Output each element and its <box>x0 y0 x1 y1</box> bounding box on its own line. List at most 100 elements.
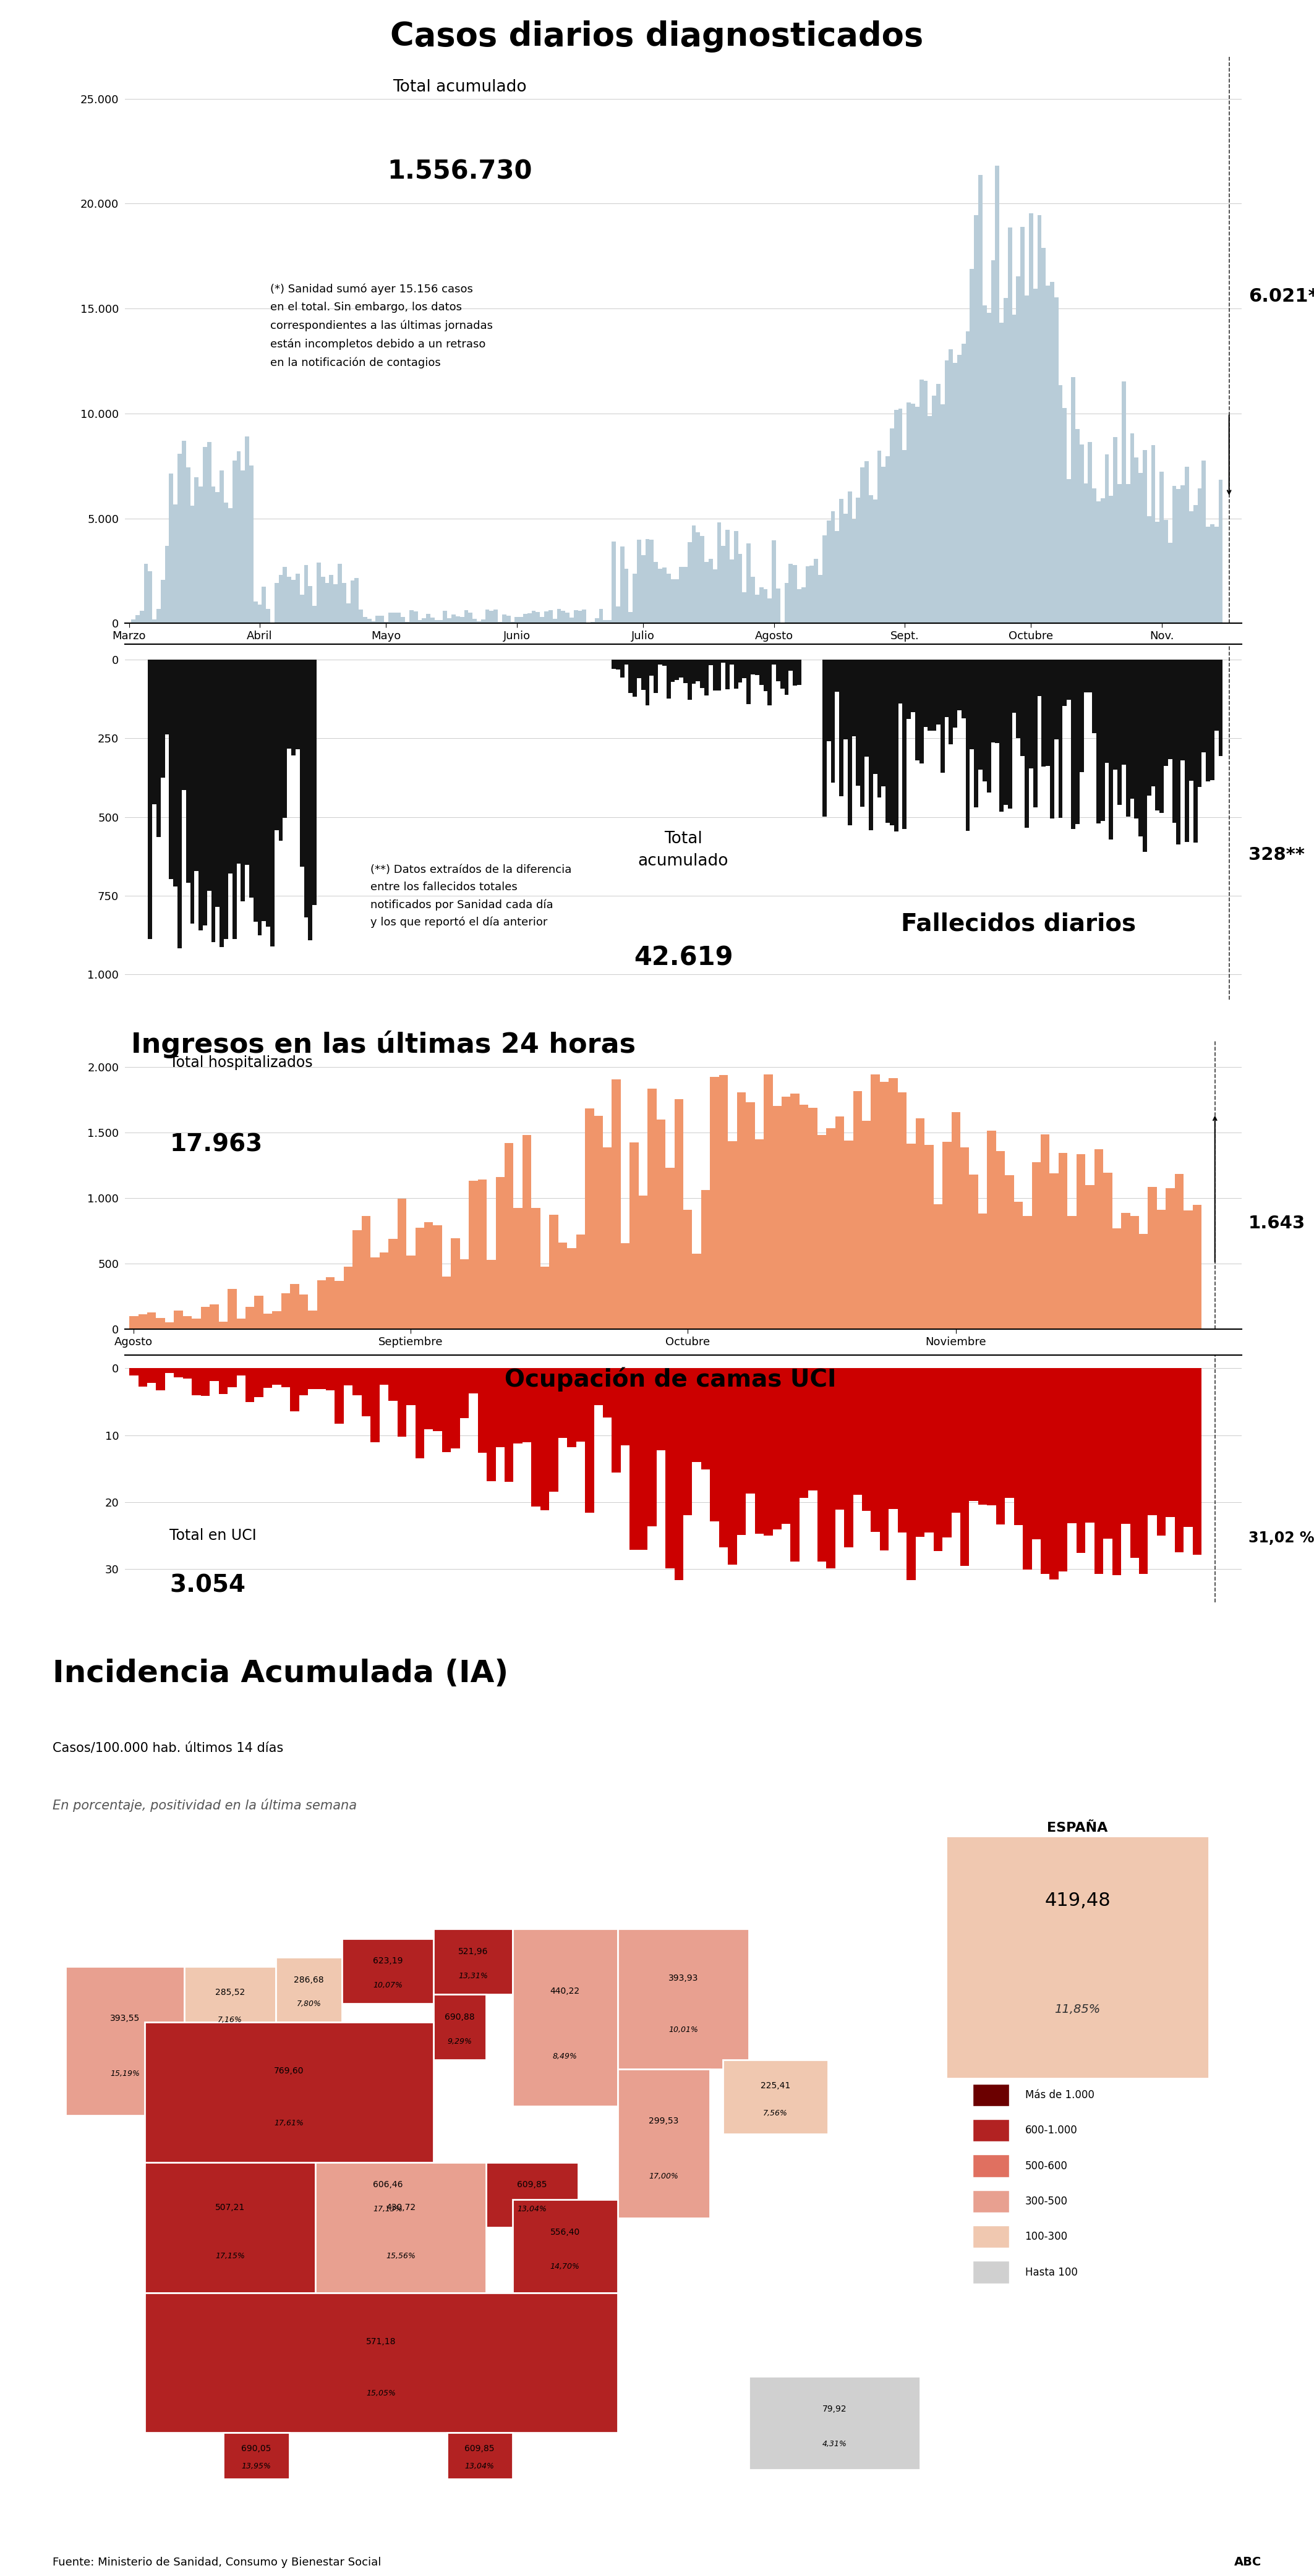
Text: 17,15%: 17,15% <box>215 2251 244 2259</box>
Bar <box>1147 515 1151 623</box>
Bar <box>987 1131 996 1329</box>
Bar <box>1193 505 1197 623</box>
Bar <box>708 559 712 623</box>
Bar <box>1130 1368 1139 1558</box>
Bar <box>970 659 974 750</box>
Bar <box>1104 1368 1112 1538</box>
Text: 328**: 328** <box>1248 848 1305 863</box>
Bar <box>880 1368 888 1551</box>
FancyBboxPatch shape <box>66 1965 184 2115</box>
Bar <box>827 1368 836 1569</box>
Bar <box>1046 286 1050 623</box>
Bar <box>754 1139 763 1329</box>
Bar <box>1063 407 1067 623</box>
Bar <box>782 1097 791 1329</box>
Bar <box>152 618 156 623</box>
Bar <box>181 659 187 791</box>
Bar <box>1105 453 1109 623</box>
Text: ABC: ABC <box>1234 2555 1261 2568</box>
Bar <box>164 659 170 734</box>
Bar <box>439 621 443 623</box>
Bar <box>258 659 261 935</box>
Bar <box>679 567 683 623</box>
Bar <box>410 611 414 623</box>
Text: 7,56%: 7,56% <box>763 2110 787 2117</box>
Bar <box>443 611 447 623</box>
Bar <box>974 659 979 806</box>
Bar <box>246 1368 255 1401</box>
Bar <box>275 582 279 623</box>
Bar <box>907 659 911 719</box>
Bar <box>367 618 372 623</box>
Bar <box>187 466 191 623</box>
Bar <box>702 1368 710 1468</box>
Bar <box>924 659 928 726</box>
Text: Total
acumulado: Total acumulado <box>639 832 728 868</box>
Bar <box>286 577 292 623</box>
Bar <box>792 564 798 623</box>
Bar <box>1214 659 1218 732</box>
Bar <box>1067 479 1071 623</box>
Bar <box>654 562 658 623</box>
Text: 440,22: 440,22 <box>551 1986 579 1996</box>
Bar <box>1000 322 1004 623</box>
Bar <box>317 1280 326 1329</box>
Bar <box>166 1321 173 1329</box>
Bar <box>1067 1368 1076 1522</box>
Bar <box>836 1115 844 1329</box>
Bar <box>1085 1185 1095 1329</box>
Bar <box>1147 659 1151 796</box>
Bar <box>1109 497 1113 623</box>
Text: 769,60: 769,60 <box>275 2066 304 2076</box>
Bar <box>687 659 691 701</box>
Bar <box>1206 659 1210 781</box>
Bar <box>300 659 304 866</box>
Bar <box>138 1368 147 1386</box>
Bar <box>890 659 894 824</box>
Text: 690,05: 690,05 <box>242 2445 271 2452</box>
Bar <box>434 1226 442 1329</box>
Bar <box>1138 471 1143 623</box>
Bar <box>1021 227 1025 623</box>
Bar <box>611 659 616 670</box>
Bar <box>729 559 733 623</box>
Bar <box>890 428 894 623</box>
Text: 1.556.730: 1.556.730 <box>388 160 532 185</box>
Bar <box>853 1368 862 1494</box>
FancyBboxPatch shape <box>434 1994 486 2061</box>
Bar <box>834 659 840 693</box>
Bar <box>481 621 485 623</box>
Text: 507,21: 507,21 <box>215 2202 244 2213</box>
Bar <box>942 1368 951 1538</box>
Bar <box>307 1368 317 1388</box>
Bar <box>177 453 181 623</box>
Bar <box>862 1368 871 1512</box>
Bar <box>1016 276 1021 623</box>
Bar <box>1059 1154 1067 1329</box>
Bar <box>255 1296 263 1329</box>
Bar <box>478 1180 486 1329</box>
Bar <box>540 1368 549 1510</box>
Bar <box>907 402 911 623</box>
Bar <box>916 1118 925 1329</box>
Bar <box>1041 1368 1050 1574</box>
Bar <box>1130 433 1134 623</box>
Bar <box>275 659 279 829</box>
Bar <box>344 1368 352 1386</box>
Bar <box>215 659 219 907</box>
Text: 14,70%: 14,70% <box>551 2262 579 2269</box>
Bar <box>250 466 254 623</box>
Bar <box>283 659 286 817</box>
Bar <box>817 1136 827 1329</box>
Bar <box>1042 659 1046 768</box>
Bar <box>233 659 237 938</box>
Bar <box>995 659 1000 742</box>
Bar <box>970 1175 978 1329</box>
Bar <box>304 564 309 623</box>
Bar <box>823 536 827 623</box>
Bar <box>961 1146 970 1329</box>
Bar <box>683 1211 692 1329</box>
Bar <box>473 618 477 623</box>
Bar <box>1143 659 1147 853</box>
Bar <box>346 603 351 623</box>
